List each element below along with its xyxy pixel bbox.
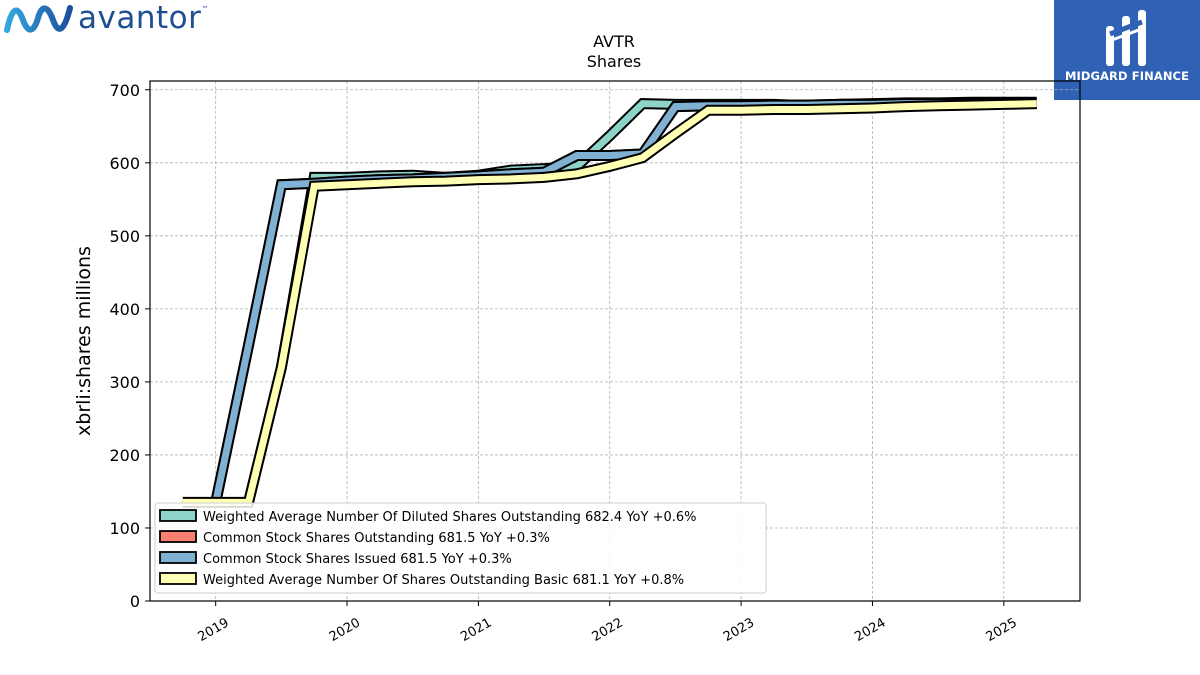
x-axis: 2019 2020 2021 2022 2023 2024 2025 <box>196 601 1020 645</box>
x-tick-label: 2023 <box>721 615 757 645</box>
y-tick-label: 400 <box>109 300 140 319</box>
data-point <box>971 105 972 106</box>
data-point <box>938 105 939 106</box>
chart-title: AVTR <box>593 32 635 51</box>
data-point <box>905 106 906 107</box>
series-layer <box>182 96 1037 508</box>
chart-subtitle: Shares <box>587 52 642 71</box>
data-point <box>445 181 446 182</box>
data-point <box>281 184 282 185</box>
y-tick-label: 500 <box>109 227 140 246</box>
y-axis: 0 100 200 300 400 500 600 700 <box>109 81 150 611</box>
legend-entry: Weighted Average Number Of Diluted Share… <box>159 509 697 525</box>
data-point <box>248 345 249 346</box>
legend-swatch <box>159 509 197 522</box>
legend-swatch <box>159 551 197 564</box>
legend-entry: Common Stock Shares Outstanding 681.5 Yo… <box>159 530 550 546</box>
data-point <box>609 166 610 167</box>
data-point <box>379 183 380 184</box>
data-point <box>314 186 315 187</box>
data-point <box>576 173 577 174</box>
legend-label: Common Stock Shares Outstanding 681.5 Yo… <box>203 531 550 546</box>
data-point <box>347 184 348 185</box>
data-point <box>609 135 610 136</box>
x-tick-label: 2019 <box>196 615 232 645</box>
partner-logo: MIDGARD FINANCE <box>1054 0 1200 100</box>
legend-box <box>154 502 767 594</box>
data-point <box>675 133 676 134</box>
data-point <box>478 179 479 180</box>
data-point <box>806 109 807 110</box>
legend-label: Common Stock Shares Issued 681.5 YoY +0.… <box>203 552 512 567</box>
legend-swatch <box>159 530 197 543</box>
data-point <box>544 177 545 178</box>
legend: Weighted Average Number Of Diluted Share… <box>154 502 767 594</box>
data-point <box>872 108 873 109</box>
data-point <box>511 178 512 179</box>
x-tick-label: 2021 <box>458 615 494 645</box>
data-point <box>642 157 643 158</box>
y-tick-label: 600 <box>109 154 140 173</box>
legend-label: Weighted Average Number Of Shares Outsta… <box>203 573 684 588</box>
data-point <box>708 110 709 111</box>
y-tick-label: 200 <box>109 446 140 465</box>
data-point <box>773 109 774 110</box>
series-line <box>182 100 1037 506</box>
brand-name: avantor™ <box>78 0 209 36</box>
series-3 <box>182 98 1037 508</box>
legend-swatch <box>159 572 197 585</box>
data-point <box>609 155 610 156</box>
legend-entry: Common Stock Shares Issued 681.5 YoY +0.… <box>159 551 512 567</box>
y-tick-label: 100 <box>109 519 140 538</box>
y-tick-label: 300 <box>109 373 140 392</box>
x-tick-label: 2024 <box>852 615 888 645</box>
brand-logo: avantor™ <box>4 2 209 34</box>
y-tick-label: 0 <box>130 592 140 611</box>
data-point <box>281 367 282 368</box>
data-point <box>576 155 577 156</box>
data-point <box>412 181 413 182</box>
x-tick-label: 2022 <box>590 615 626 645</box>
data-point <box>839 108 840 109</box>
data-point <box>576 166 577 167</box>
x-tick-label: 2020 <box>327 615 363 645</box>
legend-entry: Weighted Average Number Of Shares Outsta… <box>159 572 684 588</box>
data-point <box>1003 104 1004 105</box>
brand-logo-icon <box>4 5 73 33</box>
legend-label: Weighted Average Number Of Diluted Share… <box>203 510 697 525</box>
data-point <box>741 110 742 111</box>
y-axis-label: xbrli:shares millions <box>73 246 95 436</box>
data-point <box>642 103 643 104</box>
x-tick-label: 2025 <box>984 615 1020 645</box>
y-tick-label: 700 <box>109 81 140 100</box>
plot-frame <box>149 80 1081 602</box>
partner-logo-icon <box>1106 10 1146 66</box>
data-point <box>675 106 676 107</box>
data-point <box>1036 103 1037 104</box>
partner-name: MIDGARD FINANCE <box>1064 69 1190 83</box>
